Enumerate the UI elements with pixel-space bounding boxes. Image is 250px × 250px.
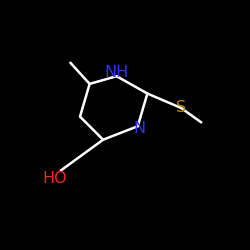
Text: NH: NH [104,65,129,80]
Text: N: N [134,121,146,136]
Text: S: S [176,100,186,116]
Text: HO: HO [43,171,67,186]
